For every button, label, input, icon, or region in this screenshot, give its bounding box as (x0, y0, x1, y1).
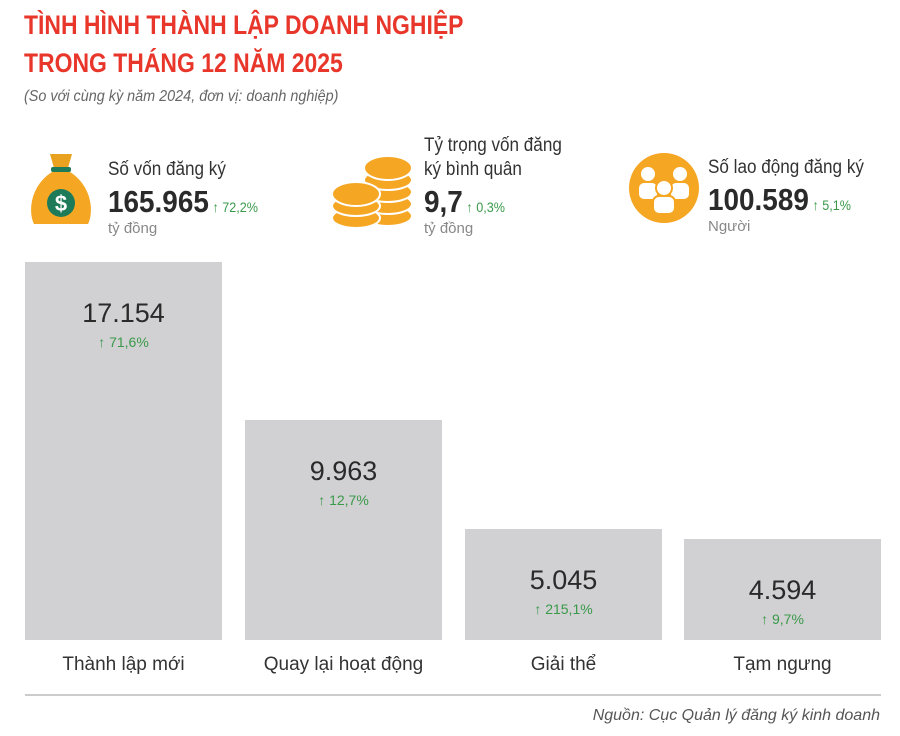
bar-change-label: ↑ 9,7% (761, 610, 804, 627)
category-label: Giải thể (530, 654, 597, 675)
kpi-unit: Người (708, 218, 751, 235)
kpi-label-line-1: Tỷ trọng vốn đăng (424, 135, 562, 156)
category-label: Quay lại hoạt động (263, 654, 424, 675)
subtitle: (So với cùng kỳ năm 2024, đơn vị: doanh … (24, 88, 339, 105)
divider (25, 694, 881, 696)
bar-value-label: 17.154 (82, 298, 165, 328)
coins-icon (331, 155, 413, 229)
kpi-registered-workers: Số lao động đăng ký 100.589 ↑ 5,1% Người (708, 156, 881, 235)
kpi-registered-capital: Số vốn đăng ký 165.965 ↑ 72,2% tỷ đồng (108, 158, 275, 237)
kpi-change: ↑ 72,2% (212, 199, 258, 215)
kpi-change: ↑ 5,1% (812, 197, 851, 213)
kpi-value: 165.965 (108, 184, 209, 219)
kpi-label: Số vốn đăng ký (108, 159, 226, 180)
svg-text:$: $ (55, 191, 67, 216)
category-label: Thành lập mới (62, 654, 185, 675)
title-line-2: TRONG THÁNG 12 NĂM 2025 (24, 48, 343, 78)
kpi-value: 9,7 (424, 184, 463, 219)
kpi-label: Số lao động đăng ký (708, 157, 864, 178)
bar-change-label: ↑ 12,7% (318, 492, 369, 509)
bar-2: 5.045 ↑ 215,1% (465, 528, 662, 640)
kpi-label-line-2: ký bình quân (424, 159, 522, 180)
bar-0: 17.154 ↑ 71,6% (25, 262, 222, 640)
bar-value-label: 5.045 (529, 564, 598, 595)
bar-3: 4.594 ↑ 9,7% (684, 538, 881, 640)
source-note: Nguồn: Cục Quản lý đăng ký kinh doanh (592, 707, 880, 724)
kpi-value: 100.589 (708, 182, 809, 217)
bar-value-label: 4.594 (748, 574, 817, 605)
kpi-average-capital: Tỷ trọng vốn đăng ký bình quân 9,7 ↑ 0,3%… (424, 134, 577, 237)
bar-value-label: 9.963 (309, 456, 378, 487)
category-label: Tạm ngưng (733, 654, 832, 675)
kpi-change: ↑ 0,3% (466, 199, 505, 215)
title-line-1: TÌNH HÌNH THÀNH LẬP DOANH NGHIỆP (24, 10, 464, 40)
bar-change-label: ↑ 215,1% (534, 600, 593, 617)
kpi-unit: tỷ đồng (108, 220, 158, 237)
money-bag-icon: $ (31, 154, 91, 224)
people-icon (629, 153, 699, 223)
bar-1: 9.963 ↑ 12,7% (245, 420, 442, 640)
bar-change-label: ↑ 71,6% (98, 334, 149, 350)
kpi-unit: tỷ đồng (424, 220, 474, 237)
